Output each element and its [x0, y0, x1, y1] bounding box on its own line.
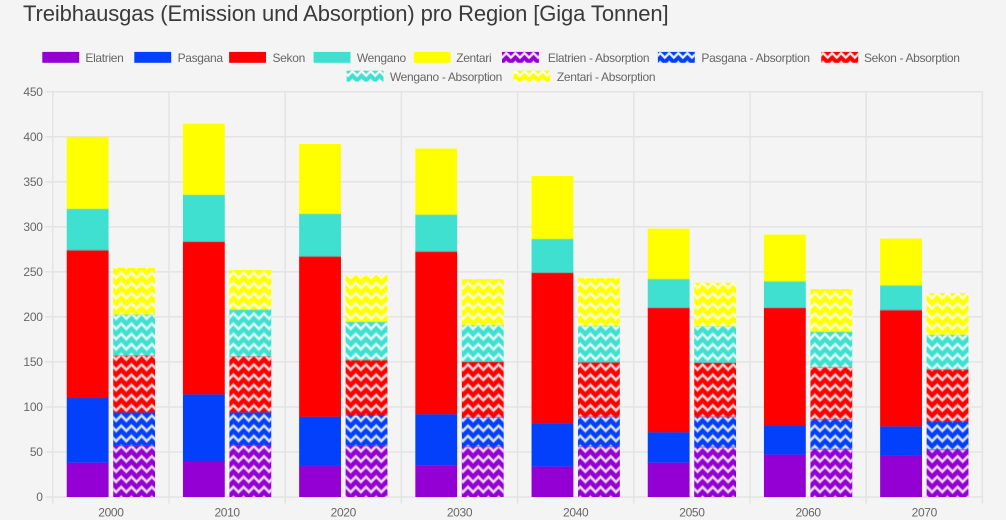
svg-text:100: 100 — [23, 400, 43, 414]
svg-text:0: 0 — [36, 490, 43, 504]
svg-text:350: 350 — [23, 175, 43, 189]
svg-text:2070: 2070 — [912, 505, 938, 519]
svg-text:Wengano - Absorption: Wengano - Absorption — [390, 70, 502, 84]
svg-text:Treibhausgas (Emission und Abs: Treibhausgas (Emission und Absorption) p… — [23, 1, 669, 26]
svg-text:2020: 2020 — [331, 505, 357, 519]
svg-text:Zentari: Zentari — [456, 51, 491, 65]
svg-text:Sekon: Sekon — [273, 51, 305, 65]
svg-text:450: 450 — [23, 85, 43, 99]
svg-text:Wengano: Wengano — [357, 51, 407, 65]
svg-text:Sekon - Absorption: Sekon - Absorption — [864, 51, 960, 65]
svg-text:2030: 2030 — [447, 505, 473, 519]
svg-text:400: 400 — [23, 130, 43, 144]
svg-text:2010: 2010 — [214, 505, 240, 519]
svg-text:Elatrien: Elatrien — [85, 51, 123, 65]
svg-text:2000: 2000 — [98, 505, 124, 519]
svg-text:50: 50 — [30, 445, 43, 459]
svg-text:2060: 2060 — [795, 505, 821, 519]
svg-text:Pasgana: Pasgana — [178, 51, 224, 65]
svg-text:Zentari - Absorption: Zentari - Absorption — [557, 70, 655, 84]
svg-text:Elatrien - Absorption: Elatrien - Absorption — [548, 51, 649, 65]
svg-text:150: 150 — [23, 355, 43, 369]
svg-text:Pasgana - Absorption: Pasgana - Absorption — [701, 51, 809, 65]
svg-text:2040: 2040 — [563, 505, 589, 519]
svg-text:200: 200 — [23, 310, 43, 324]
svg-text:2050: 2050 — [679, 505, 705, 519]
svg-text:250: 250 — [23, 265, 43, 279]
svg-text:300: 300 — [23, 220, 43, 234]
